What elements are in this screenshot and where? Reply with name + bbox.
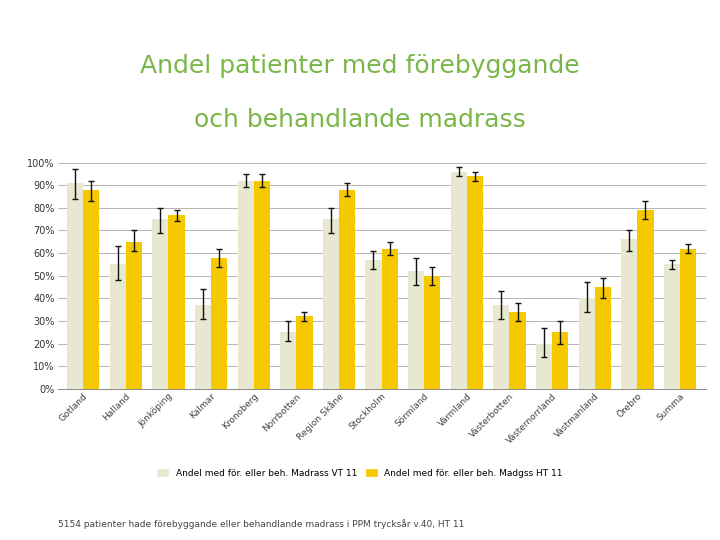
Text: Andel patienter med förebyggande: Andel patienter med förebyggande xyxy=(140,54,580,78)
Bar xyxy=(621,239,637,389)
Bar xyxy=(339,190,355,389)
Bar xyxy=(664,265,680,389)
Bar xyxy=(365,260,382,389)
Bar xyxy=(67,183,84,389)
Bar xyxy=(211,258,228,389)
Bar xyxy=(280,332,297,389)
Bar xyxy=(323,219,339,389)
Bar xyxy=(451,172,467,389)
Bar xyxy=(579,298,595,389)
Bar xyxy=(84,190,99,389)
Bar xyxy=(536,343,552,389)
Bar xyxy=(637,210,654,389)
Bar xyxy=(253,180,270,389)
Bar xyxy=(195,305,211,389)
Bar xyxy=(297,316,312,389)
Bar xyxy=(552,332,568,389)
Bar xyxy=(595,287,611,389)
Text: och behandlande madrass: och behandlande madrass xyxy=(194,108,526,132)
Legend: Andel med för. eller beh. Madrass VT 11, Andel med för. eller beh. Madgss HT 11: Andel med för. eller beh. Madrass VT 11,… xyxy=(154,465,566,482)
Bar xyxy=(168,214,184,389)
Bar xyxy=(238,180,253,389)
Bar xyxy=(109,265,126,389)
Bar xyxy=(680,248,696,389)
Bar xyxy=(382,248,397,389)
Bar xyxy=(424,275,441,389)
Bar xyxy=(408,271,424,389)
Bar xyxy=(467,176,483,389)
Bar xyxy=(126,242,142,389)
Bar xyxy=(510,312,526,389)
Text: 5154 patienter hade förebyggande eller behandlande madrass i PPM trycksår v.40, : 5154 patienter hade förebyggande eller b… xyxy=(58,519,464,529)
Bar xyxy=(152,219,168,389)
Bar xyxy=(493,305,510,389)
